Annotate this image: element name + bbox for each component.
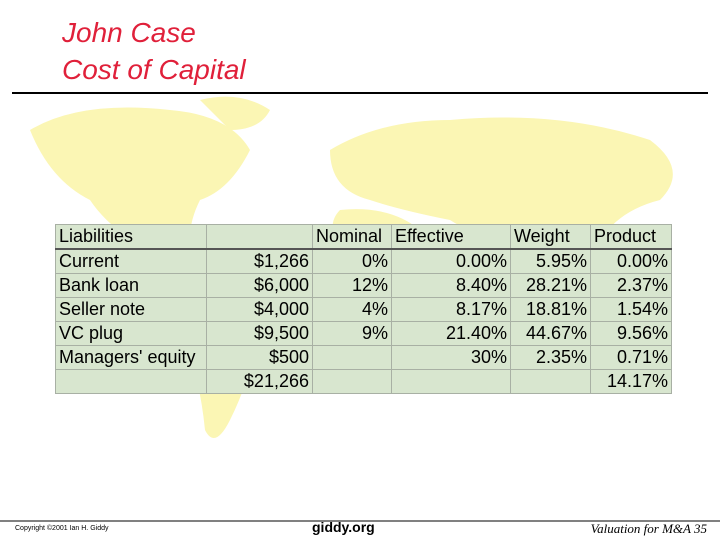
table-cell: 8.17% xyxy=(391,297,511,322)
table-cell: $21,266 xyxy=(206,369,313,394)
table-cell: 30% xyxy=(391,345,511,370)
table-cell: $9,500 xyxy=(206,321,313,346)
table-cell: 8.40% xyxy=(391,273,511,298)
table-cell xyxy=(206,224,313,250)
table-cell: 14.17% xyxy=(590,369,672,394)
table-cell: 44.67% xyxy=(510,321,591,346)
table-cell: 9% xyxy=(312,321,392,346)
table-cell: 18.81% xyxy=(510,297,591,322)
table-cell: 5.95% xyxy=(510,248,591,274)
table-cell: 28.21% xyxy=(510,273,591,298)
table-cell xyxy=(55,369,207,394)
table-row: $21,266 14.17% xyxy=(55,369,672,394)
table-cell: Liabilities xyxy=(55,224,207,250)
table-cell: $4,000 xyxy=(206,297,313,322)
table-cell: Current xyxy=(55,248,207,274)
table-row: Seller note $4,000 4% 8.17% 18.81% 1.54% xyxy=(55,297,672,322)
slide-label: Valuation for M&A 35 xyxy=(590,521,707,536)
table-cell: Bank loan xyxy=(55,273,207,298)
table-cell: 0.71% xyxy=(590,345,672,370)
table-cell: Nominal xyxy=(312,224,392,250)
table-cell: 0% xyxy=(312,248,392,274)
table-cell: 2.35% xyxy=(510,345,591,370)
table-cell: Managers' equity xyxy=(55,345,207,370)
table-cell: Effective xyxy=(391,224,511,250)
site: giddy.org xyxy=(312,519,375,535)
table-row: Current $1,266 0% 0.00% 5.95% 0.00% xyxy=(55,248,672,274)
cost-table: Liabilities Nominal Effective Weight Product… xyxy=(55,224,672,394)
table-row: Liabilities Nominal Effective Weight Product xyxy=(55,224,672,250)
table-cell: VC plug xyxy=(55,321,207,346)
table-cell: 4% xyxy=(312,297,392,322)
table-cell: 0.00% xyxy=(391,248,511,274)
table-cell: 0.00% xyxy=(590,248,672,274)
table-cell: 12% xyxy=(312,273,392,298)
table-cell xyxy=(312,369,392,394)
table-cell: 1.54% xyxy=(590,297,672,322)
table-cell: 2.37% xyxy=(590,273,672,298)
table-row: Managers' equity $500 30% 2.35% 0.71% xyxy=(55,345,672,370)
table-cell: Seller note xyxy=(55,297,207,322)
table-cell: 21.40% xyxy=(391,321,511,346)
table-row: Bank loan $6,000 12% 8.40% 28.21% 2.37% xyxy=(55,273,672,298)
table-cell: Weight xyxy=(510,224,591,250)
table-row: VC plug $9,500 9% 21.40% 44.67% 9.56% xyxy=(55,321,672,346)
table-cell xyxy=(391,369,511,394)
table-cell: $1,266 xyxy=(206,248,313,274)
title-line: Cost of Capital xyxy=(62,54,246,85)
copyright: Copyright ©2001 Ian H. Giddy xyxy=(15,525,109,532)
table-cell: $6,000 xyxy=(206,273,313,298)
table-cell: $500 xyxy=(206,345,313,370)
table-cell: 9.56% xyxy=(590,321,672,346)
table-cell xyxy=(312,345,392,370)
table-cell: Product xyxy=(590,224,672,250)
title-line: John Case xyxy=(62,17,196,48)
table-cell xyxy=(510,369,591,394)
